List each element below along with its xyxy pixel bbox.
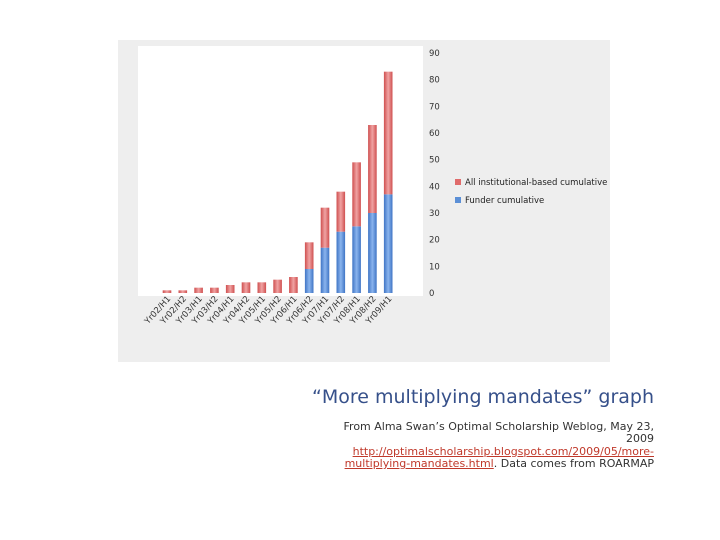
bar-institutional-12 — [352, 162, 361, 227]
bar-institutional-10 — [320, 207, 330, 248]
y-tick-50: 50 — [429, 156, 440, 166]
legend-label-institutional: All institutional-based cumulative — [465, 178, 607, 188]
bar-institutional-13 — [368, 125, 377, 213]
y-tick-90: 90 — [429, 49, 440, 59]
bar-institutional-6 — [257, 282, 267, 293]
bar-funder-10 — [320, 247, 330, 293]
legend-swatch-funder — [455, 197, 461, 203]
bar-institutional-11 — [336, 191, 346, 232]
credit-suffix: . Data comes from ROARMAP — [493, 457, 654, 471]
y-tick-20: 20 — [429, 236, 440, 246]
plot-area — [138, 46, 423, 296]
y-tick-60: 60 — [429, 129, 440, 139]
bar-institutional-5 — [241, 282, 251, 293]
chart-panel: 0 10 20 30 40 50 60 70 80 90 Yr02/H1 Yr02/H2 Yr03/H… — [118, 40, 610, 362]
legend-swatch-institutional — [455, 179, 461, 185]
bar-institutional-7 — [273, 279, 282, 293]
y-tick-80: 80 — [429, 76, 440, 86]
y-tick-40: 40 — [429, 182, 440, 192]
bar-funder-11 — [336, 231, 346, 293]
bar-institutional-2 — [194, 287, 203, 293]
y-tick-70: 70 — [429, 102, 440, 112]
bar-institutional-1 — [178, 290, 188, 293]
credit-prefix: From Alma Swan’s Optimal Scholarship Web… — [343, 420, 654, 446]
bar-funder-13 — [368, 213, 377, 293]
bar-institutional-4 — [225, 285, 235, 293]
bar-funder-14 — [383, 194, 393, 293]
bar-funder-12 — [352, 226, 361, 293]
y-tick-0: 0 — [429, 289, 434, 299]
bar-institutional-14 — [383, 71, 393, 195]
bar-funder-9 — [304, 269, 314, 293]
legend-label-funder: Funder cumulative — [465, 196, 544, 206]
slide-title: “More multiplying mandates” graph — [312, 386, 654, 408]
source-credit: From Alma Swan’s Optimal Scholarship Web… — [334, 420, 654, 471]
bar-institutional-9 — [304, 242, 314, 269]
bar-institutional-3 — [210, 287, 219, 293]
bar-institutional-8 — [289, 277, 298, 293]
y-tick-10: 10 — [429, 262, 440, 272]
bar-institutional-0 — [162, 290, 172, 293]
source-link[interactable]: http://optimalscholarship.blogspot.com/2… — [344, 444, 654, 471]
y-tick-30: 30 — [429, 209, 440, 219]
